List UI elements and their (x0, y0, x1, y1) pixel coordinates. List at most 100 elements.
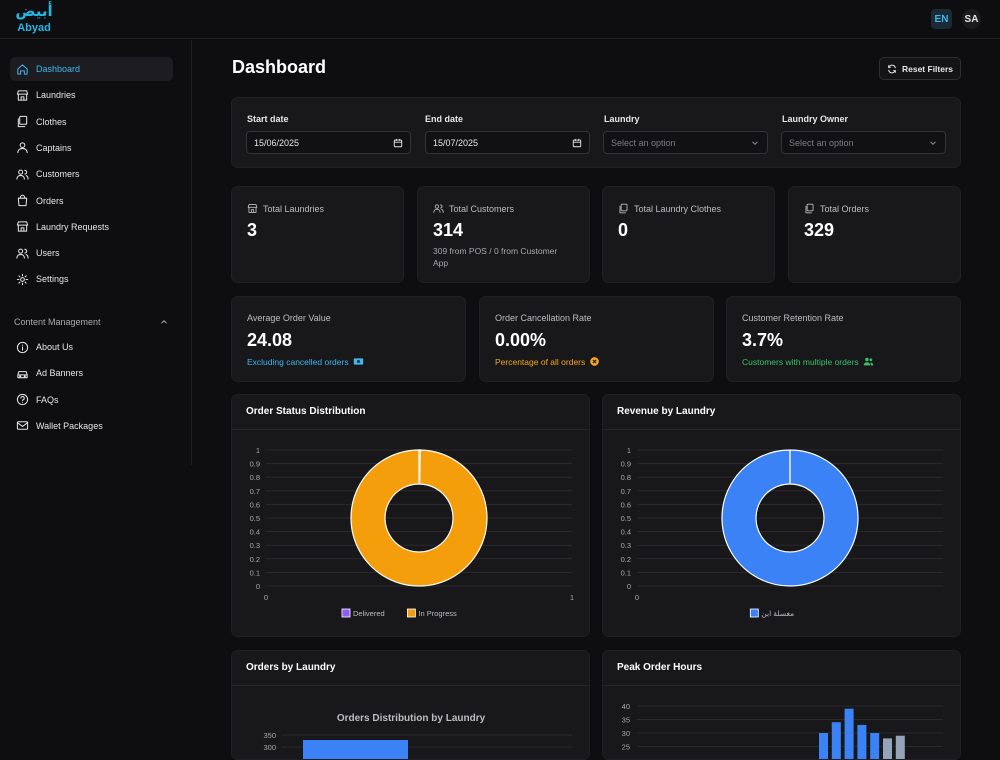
reset-filters-button[interactable]: Reset Filters (879, 57, 961, 80)
sidebar-item-settings[interactable]: Settings (10, 267, 173, 291)
sidebar-item-about-us[interactable]: About Us (10, 335, 173, 359)
kpi-note-text: Percentage of all orders (495, 356, 586, 367)
kpi-label: Average Order Value (247, 313, 331, 323)
owner-filter-label: Laundry Owner (782, 114, 849, 124)
y-tick-label: 40 (622, 702, 630, 711)
sidebar-item-customers[interactable]: Customers (10, 162, 173, 186)
users-icon (16, 169, 29, 180)
stat-label: Total Customers (433, 203, 514, 214)
donut-slice[interactable] (721, 449, 859, 587)
y-tick-label: 0.6 (621, 500, 631, 509)
sidebar-item-faqs[interactable]: FAQs (10, 388, 173, 412)
stat-card: Total Orders 329 (788, 186, 961, 283)
end-date-input[interactable]: 15/07/2025 (425, 131, 590, 154)
kpi-value: 0.00% (495, 330, 547, 350)
x-tick-label: 1 (570, 593, 574, 602)
owner-select[interactable]: Select an option (781, 131, 946, 154)
revenue-chart: 1 0.9 0.8 0.7 0.6 0.5 0.4 0.3 0.2 0.1 00 مغسلة ابن (621, 446, 943, 618)
sidebar-item-orders[interactable]: Orders (10, 189, 173, 213)
sidebar-item-label: Clothes (36, 116, 67, 127)
kpi-note: Percentage of all orders (495, 356, 600, 367)
bar[interactable] (819, 733, 828, 760)
laundry-filter-label: Laundry (604, 114, 640, 124)
kpi-note-text: Excluding cancelled orders (247, 356, 349, 367)
orders-by-laundry-chart: Orders Distribution by Laundry 350 300 (263, 713, 572, 760)
y-tick-label: 0.8 (621, 473, 631, 482)
sidebar-item-ad-banners[interactable]: Ad Banners (10, 361, 173, 385)
chart-header: Orders by Laundry (232, 651, 589, 686)
sidebar-item-captains[interactable]: Captains (10, 136, 173, 160)
y-tick-label: 300 (263, 743, 276, 752)
bar[interactable] (844, 708, 854, 760)
y-tick-label: 350 (263, 731, 276, 740)
sidebar-item-laundry-requests[interactable]: Laundry Requests (10, 215, 173, 239)
user-icon (17, 142, 28, 154)
y-tick-label: 0.4 (621, 528, 631, 537)
legend-label[interactable]: In Progress (418, 609, 457, 618)
peak-hours-card: Peak Order Hours 40 35 30 25 (602, 650, 961, 760)
y-tick-label: 0.6 (250, 500, 260, 509)
sidebar-item-label: Laundry Requests (36, 221, 110, 232)
y-tick-label: 0.9 (621, 460, 631, 469)
stat-value: 314 (433, 220, 464, 240)
sidebar-item-label: Customers (36, 169, 80, 180)
y-tick-label: 0.4 (250, 528, 260, 537)
peak-hours-chart: 40 35 30 25 (622, 702, 943, 760)
brand-logo[interactable]: أبيض Abyad (14, 3, 54, 35)
chart-title: Orders by Laundry (246, 662, 336, 673)
sidebar-item-label: Settings (36, 274, 69, 285)
stat-card: Total Customers 314 309 from POS / 0 from … (417, 186, 590, 283)
chart-header: Revenue by Laundry (603, 395, 960, 430)
sidebar-item-clothes[interactable]: Clothes (10, 110, 173, 134)
legend-label[interactable]: مغسلة ابن (761, 609, 794, 618)
bar[interactable] (857, 724, 867, 760)
kpi-label: Order Cancellation Rate (495, 313, 592, 323)
y-tick-label: 0.3 (621, 541, 631, 550)
order-status-chart: 1 0.9 0.8 0.7 0.6 0.5 0.4 0.3 0.2 0.1 00 1 Delivered… (250, 446, 575, 618)
end-date-label: End date (425, 114, 464, 124)
legend-label[interactable]: Delivered (353, 609, 385, 618)
y-tick-label: 0.3 (250, 541, 260, 550)
money-icon (353, 358, 363, 365)
chart-header: Order Status Distribution (232, 395, 589, 430)
language-en-button[interactable]: EN (931, 9, 952, 29)
laundry-select[interactable]: Select an option (603, 131, 768, 154)
stat-value: 3 (247, 220, 258, 240)
y-tick-label: 0 (627, 582, 631, 591)
sidebar-item-dashboard[interactable]: Dashboard (10, 57, 173, 81)
y-tick-label: 1 (256, 446, 260, 455)
users-icon (16, 248, 29, 259)
info-icon (16, 341, 29, 353)
stat-label-text: Total Customers (449, 203, 515, 214)
kpi-label: Customer Retention Rate (742, 313, 844, 323)
kpi-note: Customers with multiple orders (742, 356, 874, 367)
sidebar-item-users[interactable]: Users (10, 241, 173, 265)
sidebar-item-wallet-packages[interactable]: Wallet Packages (10, 414, 173, 438)
start-date-input[interactable]: 15/06/2025 (246, 131, 411, 154)
y-tick-label: 1 (627, 446, 631, 455)
sidebar-item-laundries[interactable]: Laundries (10, 83, 173, 107)
y-tick-label: 30 (622, 729, 630, 738)
chart-header: Peak Order Hours (603, 651, 960, 686)
y-tick-label: 0.2 (621, 555, 631, 564)
calendar-icon (572, 138, 582, 147)
sidebar: Dashboard Laundries Clothes Captains Custome… (0, 40, 192, 465)
bar[interactable] (883, 738, 892, 760)
content-management-section[interactable]: Content Management (14, 315, 169, 329)
y-tick-label: 0 (256, 582, 260, 591)
store-icon (16, 221, 29, 232)
donut-slice[interactable] (350, 449, 488, 587)
y-tick-label: 0.9 (250, 460, 260, 469)
x-tick-label: 0 (635, 593, 639, 602)
bar[interactable] (870, 733, 880, 760)
language-sa-button[interactable]: SA (962, 9, 981, 29)
logo-arabic: أبيض (15, 3, 53, 20)
mail-icon (16, 421, 29, 431)
bar[interactable] (895, 735, 905, 760)
stat-label-text: Total Laundry Clothes (634, 203, 722, 214)
stat-label-text: Total Laundries (263, 203, 325, 214)
bar[interactable] (831, 722, 841, 760)
bar[interactable] (303, 740, 408, 760)
car-icon (17, 370, 28, 378)
cancel-icon (590, 357, 600, 366)
